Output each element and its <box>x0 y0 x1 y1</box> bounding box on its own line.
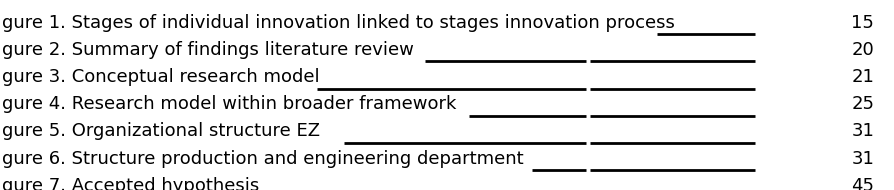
Text: 21: 21 <box>851 68 874 86</box>
Text: gure 2. Summary of findings literature review: gure 2. Summary of findings literature r… <box>2 41 414 59</box>
Text: gure 7. Accepted hypothesis: gure 7. Accepted hypothesis <box>2 177 265 190</box>
Text: gure 3. Conceptual research model: gure 3. Conceptual research model <box>2 68 325 86</box>
Text: gure 4. Research model within broader framework: gure 4. Research model within broader fr… <box>2 95 462 113</box>
Text: 15: 15 <box>851 14 874 32</box>
Text: 25: 25 <box>851 95 874 113</box>
Text: 31: 31 <box>851 123 874 140</box>
Text: 45: 45 <box>851 177 874 190</box>
Text: 31: 31 <box>851 150 874 168</box>
Text: gure 1. Stages of individual innovation linked to stages innovation process: gure 1. Stages of individual innovation … <box>2 14 675 32</box>
Text: 20: 20 <box>852 41 874 59</box>
Text: gure 5. Organizational structure EZ: gure 5. Organizational structure EZ <box>2 123 325 140</box>
Text: gure 6. Structure production and engineering department: gure 6. Structure production and enginee… <box>2 150 523 168</box>
